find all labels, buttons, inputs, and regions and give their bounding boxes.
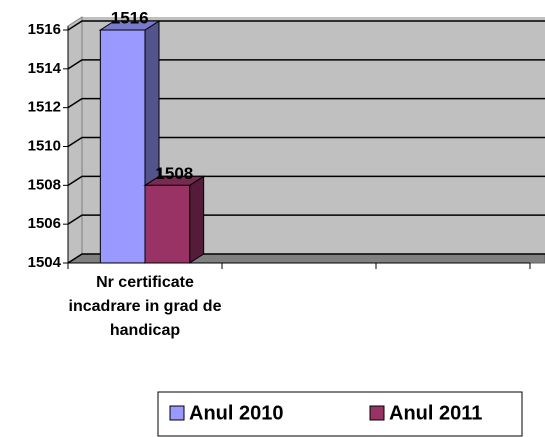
legend-label: Anul 2010	[189, 402, 283, 424]
side-wall	[67, 16, 83, 264]
y-tick-label: 1508	[28, 176, 61, 193]
bar	[144, 184, 191, 264]
grid-line	[67, 97, 545, 109]
grid-line	[67, 253, 545, 264]
y-tick-label: 1504	[28, 254, 62, 271]
grid-line	[67, 20, 545, 31]
y-tick-label: 1506	[28, 215, 61, 232]
legend-swatch	[169, 405, 185, 421]
legend: Anul 2010 Anul 2011	[157, 391, 523, 437]
bar-side	[189, 175, 205, 264]
y-tick-label: 1512	[28, 99, 61, 116]
y-tick-label: 1514	[28, 60, 62, 77]
grid-line	[67, 175, 545, 186]
legend-box	[157, 391, 523, 437]
legend-label: Anul 2011	[389, 402, 482, 424]
bar	[99, 29, 146, 264]
data-label: 1516	[111, 8, 149, 27]
x-tick-label-box: Nr certificate incadrare in grad de hand…	[68, 274, 222, 339]
data-label: 1508	[155, 164, 193, 183]
grid-line	[67, 136, 545, 148]
legend-swatch	[369, 405, 385, 421]
grid-line	[67, 59, 545, 70]
y-tick-label: 1510	[28, 137, 61, 154]
y-tick-label: 1516	[28, 21, 61, 38]
x-tick-label: Nr certificate incadrare in grad de hand…	[68, 274, 222, 339]
grid-line	[67, 214, 545, 225]
